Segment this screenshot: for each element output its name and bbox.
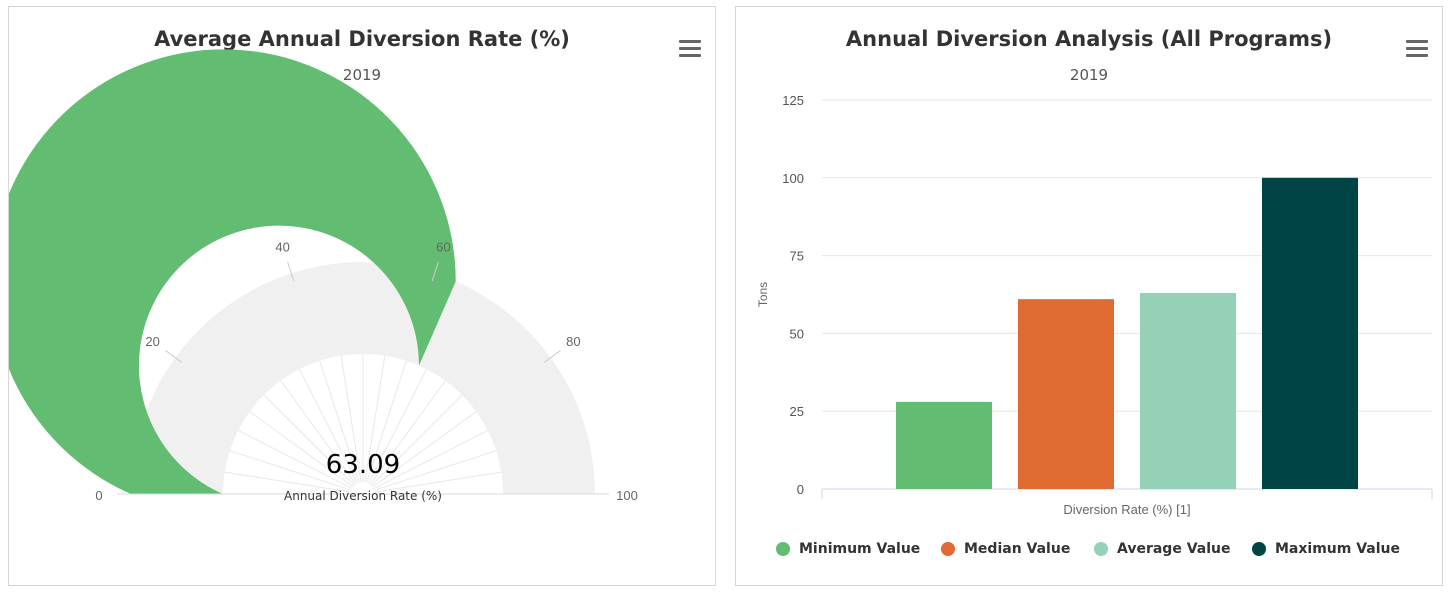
legend-item-median-value[interactable]: Median Value <box>941 541 1070 557</box>
bar-chart: 0 25 50 75 100 125 Diversion Rate (%) [1] Tons <box>756 93 1433 517</box>
gauge-grid-line <box>364 355 386 483</box>
gauge-value-band <box>9 49 456 494</box>
y-tick-label: 0 <box>797 482 804 497</box>
gauge-grid-line <box>224 471 352 493</box>
x-category-label: Diversion Rate (%) [1] <box>1063 502 1190 517</box>
legend-label: Minimum Value <box>799 541 921 557</box>
y-tick-label: 100 <box>782 171 804 186</box>
gauge-grid-line <box>298 369 358 484</box>
gauge-grid-line <box>369 380 446 485</box>
gauge-grid-line <box>249 411 354 488</box>
hamburger-menu-icon[interactable] <box>679 40 701 58</box>
legend-marker <box>941 542 955 556</box>
gauge-value-label: 63.09 <box>326 450 400 480</box>
bar-average-value[interactable] <box>1140 292 1236 489</box>
gauge-tick <box>543 350 561 363</box>
gauge-tick-label: 40 <box>275 240 289 255</box>
chart-legend: Minimum Value Median Value Average Value Ma… <box>776 541 1416 561</box>
gauge-tick <box>431 261 439 282</box>
gauge-grid-line <box>373 429 488 489</box>
legend-label: Average Value <box>1117 541 1231 557</box>
gauge-grid-line <box>319 360 360 483</box>
gauge-tick-label: 80 <box>566 334 580 349</box>
bar-maximum-value[interactable] <box>1262 177 1358 490</box>
gauge-title: Average Annual Diversion Rate (%) <box>154 27 570 51</box>
hamburger-menu-icon[interactable] <box>1406 40 1428 58</box>
gauge-grid-line <box>374 450 497 491</box>
gauge-series-label: Annual Diversion Rate (%) <box>284 489 442 503</box>
gauge-grid-line <box>368 369 428 484</box>
y-tick-label: 50 <box>790 326 804 341</box>
gauge-tick-label: 100 <box>616 488 638 503</box>
gauge-grid-line <box>372 411 477 488</box>
gauge-chart: 0 20 40 60 80 100 63.09 Annual Diversion Rate (… <box>9 49 638 503</box>
bar-chart-panel: Annual Diversion Analysis (All Programs)… <box>735 6 1443 586</box>
gauge-tick-label: 20 <box>145 334 159 349</box>
gauge-grid-line <box>280 380 357 485</box>
bar-median-value[interactable] <box>1018 299 1114 489</box>
y-tick-label: 25 <box>790 404 804 419</box>
y-axis-title: Tons <box>756 282 770 307</box>
gauge-panel: Average Annual Diversion Rate (%) 2019 0… <box>8 6 716 586</box>
gauge-grid-line <box>229 450 352 491</box>
gauge-tick-label: 0 <box>95 488 102 503</box>
gauge-grid-line <box>374 471 502 493</box>
bar-chart-subtitle: 2019 <box>1069 66 1109 84</box>
gauge-grid-line <box>263 394 355 486</box>
gauge-background-band <box>131 262 595 494</box>
legend-item-maximum-value[interactable]: Maximum Value <box>1252 541 1400 557</box>
y-tick-label: 75 <box>790 249 804 264</box>
gauge-tick <box>287 261 295 282</box>
gauge-subtitle: 2019 <box>342 66 382 84</box>
legend-label: Median Value <box>964 541 1071 557</box>
legend-item-average-value[interactable]: Average Value <box>1094 541 1230 557</box>
bar-chart-title: Annual Diversion Analysis (All Programs) <box>845 27 1333 51</box>
gauge-grid-line <box>371 394 463 486</box>
legend-item-minimum-value[interactable]: Minimum Value <box>776 541 920 557</box>
y-tick-label: 125 <box>782 93 804 108</box>
gauge-grid-line <box>366 360 407 483</box>
gauge-grid-line <box>238 429 353 489</box>
legend-marker <box>1094 542 1108 556</box>
gauge-tick <box>165 350 183 363</box>
legend-marker <box>776 542 790 556</box>
gauge-tick-label: 60 <box>436 240 450 255</box>
gauge-grid-line <box>340 355 362 483</box>
legend-marker <box>1252 542 1266 556</box>
bar-minimum-value[interactable] <box>896 401 992 489</box>
legend-label: Maximum Value <box>1275 541 1401 557</box>
